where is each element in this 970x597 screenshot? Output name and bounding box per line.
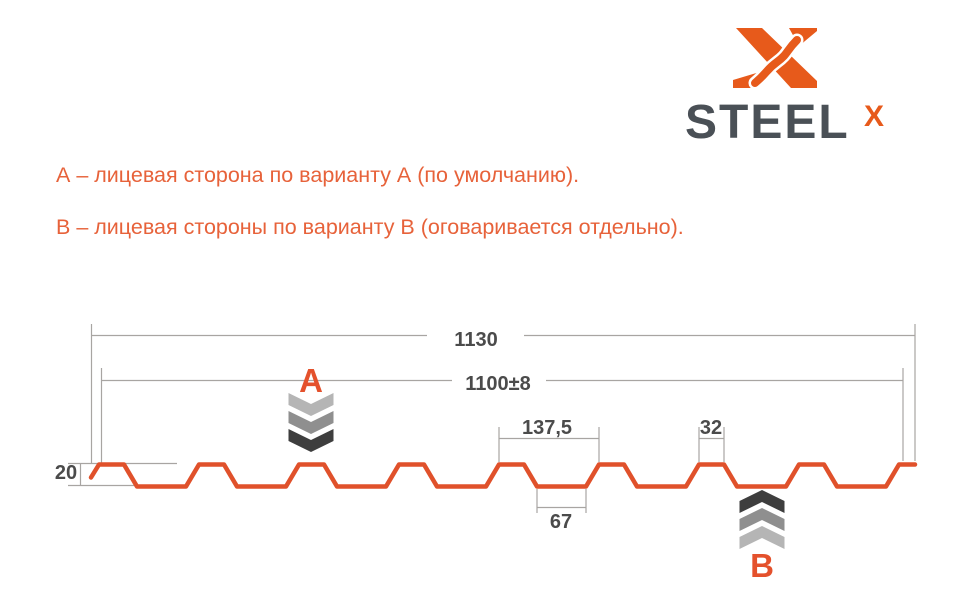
dim-label-overall-width: 1130 (454, 329, 497, 351)
dim-label-pitch: 137,5 (522, 417, 572, 439)
brand-wordmark: STEEL (685, 99, 850, 149)
brand-name: STEEL (685, 96, 850, 149)
steelx-logo-mark-icon (733, 28, 817, 88)
chevron-down-mid-icon (288, 411, 334, 434)
dim-1130-mask (427, 325, 524, 346)
dim-label-rib-bottom: 67 (550, 511, 572, 533)
variant-a-chevrons-icon (288, 393, 334, 452)
dim-label-height: 20 (55, 462, 77, 484)
brand-sup-x: X (864, 100, 885, 133)
note-variant-a: А – лицевая сторона по варианту А (по ум… (56, 163, 580, 187)
dim-label-working-width: 1100±8 (465, 373, 531, 395)
chevron-down-light-icon (288, 393, 334, 416)
logo-s-band (751, 36, 801, 87)
variant-a-letter: A (299, 362, 323, 399)
dim-label-rib-top: 32 (700, 417, 722, 439)
variant-b-chevrons-icon (739, 490, 785, 549)
sheet-profile-path (88, 462, 918, 489)
logo-x-top-right-wedge (789, 28, 817, 46)
dim-1100-mask (452, 370, 546, 391)
chevron-down-dark-icon (288, 429, 334, 452)
variant-b-letter: B (750, 547, 774, 584)
note-variant-b: В – лицевая стороны по варианту В (огова… (56, 215, 684, 239)
chevron-up-light-icon (739, 526, 785, 549)
chevron-up-dark-icon (739, 490, 785, 513)
chevron-up-mid-icon (739, 508, 785, 531)
